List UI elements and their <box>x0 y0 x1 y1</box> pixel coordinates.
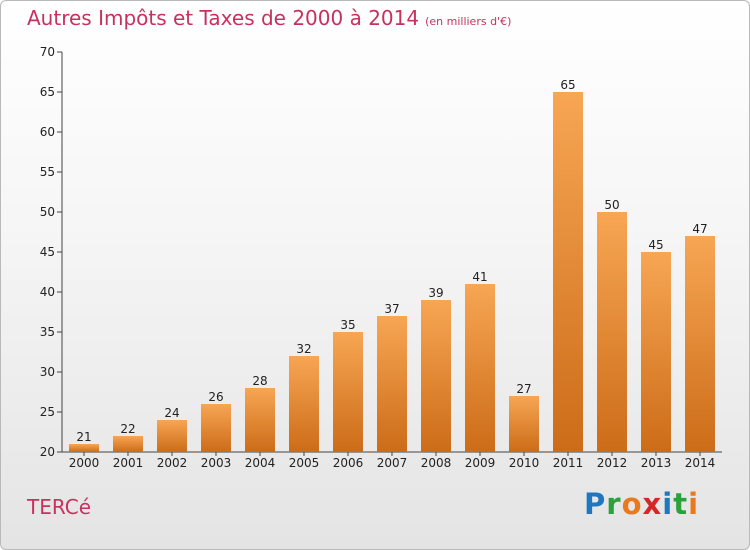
y-tick-label: 30 <box>40 365 55 379</box>
bar <box>641 252 671 452</box>
y-tick-label: 45 <box>40 245 55 259</box>
data-label: 24 <box>164 406 179 420</box>
logo-letter: x <box>642 487 663 521</box>
logo-letter: o <box>621 487 643 521</box>
data-label: 39 <box>428 286 443 300</box>
x-tick-label: 2012 <box>597 456 628 470</box>
logo-letter: r <box>606 487 622 521</box>
data-label: 26 <box>208 390 223 404</box>
logo-letter: P <box>584 487 607 521</box>
x-tick-label: 2005 <box>289 456 320 470</box>
data-label: 37 <box>384 302 399 316</box>
y-tick-label: 55 <box>40 165 55 179</box>
bar <box>113 436 143 452</box>
data-label: 65 <box>560 78 575 92</box>
data-label: 32 <box>296 342 311 356</box>
logo-letter: i <box>662 487 674 521</box>
y-tick-label: 60 <box>40 125 55 139</box>
x-tick-label: 2010 <box>509 456 540 470</box>
x-tick-label: 2014 <box>685 456 716 470</box>
logo-letter: t <box>673 487 689 521</box>
bar <box>377 316 407 452</box>
bar <box>69 444 99 452</box>
x-tick-label: 2008 <box>421 456 452 470</box>
x-tick-label: 2007 <box>377 456 408 470</box>
bar <box>509 396 539 452</box>
data-label: 28 <box>252 374 267 388</box>
bar <box>553 92 583 452</box>
chart-title: Autres Impôts et Taxes de 2000 à 2014 <box>27 6 420 30</box>
bar <box>157 420 187 452</box>
x-tick-label: 2002 <box>157 456 188 470</box>
logo-letter: i <box>688 487 700 521</box>
commune-name: TERCé <box>27 495 92 519</box>
bar <box>289 356 319 452</box>
bar <box>421 300 451 452</box>
bar <box>201 404 231 452</box>
y-tick-label: 25 <box>40 405 55 419</box>
bar <box>333 332 363 452</box>
y-tick-label: 40 <box>40 285 55 299</box>
y-tick-label: 35 <box>40 325 55 339</box>
x-tick-label: 2011 <box>553 456 584 470</box>
data-label: 35 <box>340 318 355 332</box>
x-tick-label: 2001 <box>113 456 144 470</box>
data-label: 45 <box>648 238 663 252</box>
chart-subtitle: (en milliers d'€) <box>425 15 512 28</box>
data-label: 47 <box>692 222 707 236</box>
chart-title-block: Autres Impôts et Taxes de 2000 à 2014 (en… <box>27 6 511 30</box>
data-label: 21 <box>76 430 91 444</box>
bar <box>245 388 275 452</box>
bar <box>465 284 495 452</box>
x-tick-label: 2000 <box>69 456 100 470</box>
data-label: 27 <box>516 382 531 396</box>
data-label: 50 <box>604 198 619 212</box>
y-tick-label: 65 <box>40 85 55 99</box>
data-label: 41 <box>472 270 487 284</box>
y-tick-label: 70 <box>40 45 55 59</box>
proxiti-logo: Proxiti <box>584 487 699 521</box>
bar <box>685 236 715 452</box>
y-tick-label: 50 <box>40 205 55 219</box>
chart-axes: 20 25 30 35 40 45 50 55 60 65 70 2000 2001 2002 2003 20… <box>40 45 722 470</box>
data-label: 22 <box>120 422 135 436</box>
y-tick-label: 20 <box>40 445 55 459</box>
x-tick-label: 2003 <box>201 456 232 470</box>
x-tick-label: 2009 <box>465 456 496 470</box>
x-tick-label: 2006 <box>333 456 364 470</box>
chart-labels: 21 22 24 26 28 32 35 37 39 41 27 65 50 45 47 <box>76 78 707 444</box>
bar <box>597 212 627 452</box>
chart-bars <box>69 92 715 452</box>
x-tick-label: 2004 <box>245 456 276 470</box>
x-tick-label: 2013 <box>641 456 672 470</box>
